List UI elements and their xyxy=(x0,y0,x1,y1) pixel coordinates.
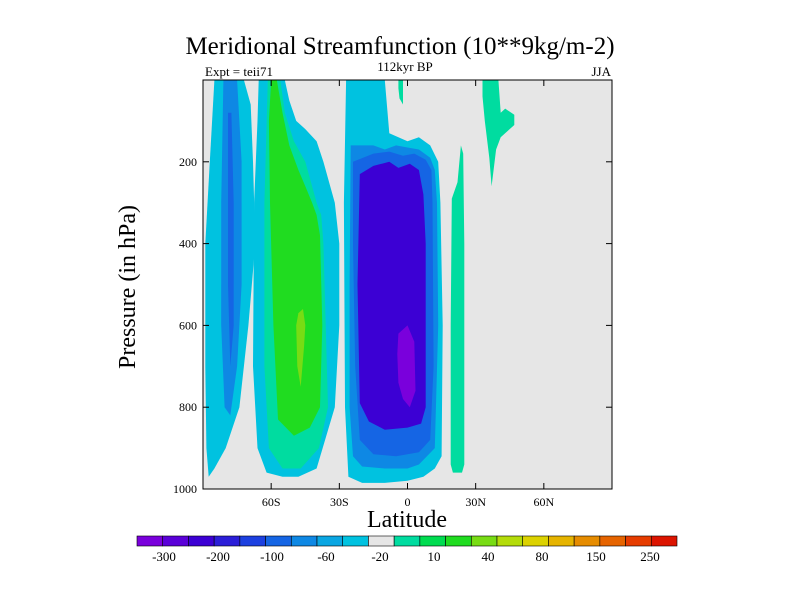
colorbar-box xyxy=(470,535,498,547)
experiment-label: Expt = teii71 xyxy=(205,64,273,79)
y-tick-label: 200 xyxy=(179,155,197,169)
colorbar-box xyxy=(136,535,164,547)
contour-region-3 xyxy=(228,112,234,367)
colorbar-box xyxy=(650,535,678,547)
colorbar-label: 40 xyxy=(482,549,495,564)
colorbar-label: -20 xyxy=(371,549,388,564)
colorbar-label: -200 xyxy=(206,549,230,564)
colorbar-label: 10 xyxy=(428,549,441,564)
colorbar-box xyxy=(599,535,626,547)
colorbar-box xyxy=(265,535,292,547)
contour-region-11 xyxy=(357,161,426,430)
period-label: 112kyr BP xyxy=(377,59,433,74)
colorbar-label: 80 xyxy=(536,549,549,564)
x-tick-label: 60N xyxy=(533,495,554,509)
colorbar-box xyxy=(290,535,318,547)
x-tick-label: 30N xyxy=(465,495,486,509)
y-tick-label: 600 xyxy=(179,318,197,332)
colorbar-label: 250 xyxy=(640,549,660,564)
contour-region-14 xyxy=(482,80,515,187)
contour-region-13 xyxy=(450,145,465,473)
colorbar-box xyxy=(419,535,446,547)
colorbar-label: -60 xyxy=(317,549,334,564)
colorbar-label: -300 xyxy=(152,549,176,564)
season-label: JJA xyxy=(591,64,611,79)
x-tick-label: 30S xyxy=(330,495,349,509)
plot-area: 60S 30S 0 30N 60N 200 400 600 800 1000 xyxy=(173,79,613,509)
colorbar-box xyxy=(625,535,652,547)
x-axis-title: Latitude xyxy=(367,507,447,533)
colorbar-label: 150 xyxy=(586,549,606,564)
contour-region-15 xyxy=(398,80,403,105)
colorbar-box xyxy=(445,535,472,547)
y-tick-label: 800 xyxy=(179,400,197,414)
colorbar-box xyxy=(213,535,241,547)
colorbar-labels: -300 -200 -100 -60 -20 10 40 80 150 250 xyxy=(152,549,660,564)
y-ticks: 200 400 600 800 1000 xyxy=(173,155,612,496)
x-tick-label: 60S xyxy=(262,495,281,509)
chart-title: Meridional Streamfunction (10**9kg/m-2) xyxy=(185,33,614,60)
y-tick-label: 1000 xyxy=(173,482,197,496)
colorbar-box xyxy=(162,535,189,547)
x-tick-label: 0 xyxy=(405,495,411,509)
colorbar xyxy=(136,535,678,547)
colorbar-box xyxy=(522,535,549,547)
x-ticks: 60S 30S 0 30N 60N xyxy=(262,80,554,509)
colorbar-box xyxy=(368,535,395,547)
contour-region-12 xyxy=(397,325,416,408)
colorbar-box xyxy=(573,535,601,547)
colorbar-box xyxy=(548,535,575,547)
colorbar-box xyxy=(239,535,266,547)
contour-regions xyxy=(205,80,515,483)
contour-region-6 xyxy=(268,80,323,436)
colorbar-box xyxy=(316,535,344,547)
y-axis-title: Pressure (in hPa) xyxy=(115,205,141,369)
colorbar-box xyxy=(496,535,524,547)
colorbar-box xyxy=(342,535,369,547)
colorbar-label: -100 xyxy=(260,549,284,564)
colorbar-box xyxy=(188,535,215,547)
contour-region-7 xyxy=(296,309,306,387)
colorbar-box xyxy=(393,535,421,547)
y-tick-label: 400 xyxy=(179,237,197,251)
